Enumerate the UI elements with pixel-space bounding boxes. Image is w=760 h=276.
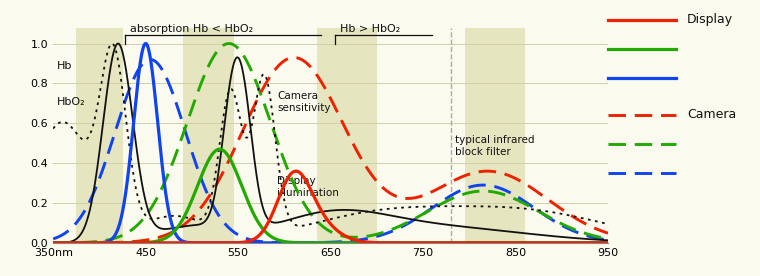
Text: Camera: Camera: [687, 108, 736, 121]
Text: HbO₂: HbO₂: [57, 97, 86, 107]
Text: Display
illumination: Display illumination: [277, 176, 339, 198]
Text: absorption Hb < HbO₂: absorption Hb < HbO₂: [130, 23, 253, 34]
Text: Hb: Hb: [57, 62, 72, 71]
Text: Display: Display: [687, 13, 733, 26]
Text: Hb > HbO₂: Hb > HbO₂: [340, 23, 400, 34]
Bar: [317, 28, 377, 243]
Text: typical infrared
block filter: typical infrared block filter: [454, 135, 534, 157]
Bar: [76, 28, 122, 243]
Text: Camera
sensitivity: Camera sensitivity: [277, 91, 331, 113]
Bar: [182, 28, 233, 243]
Bar: [464, 28, 524, 243]
